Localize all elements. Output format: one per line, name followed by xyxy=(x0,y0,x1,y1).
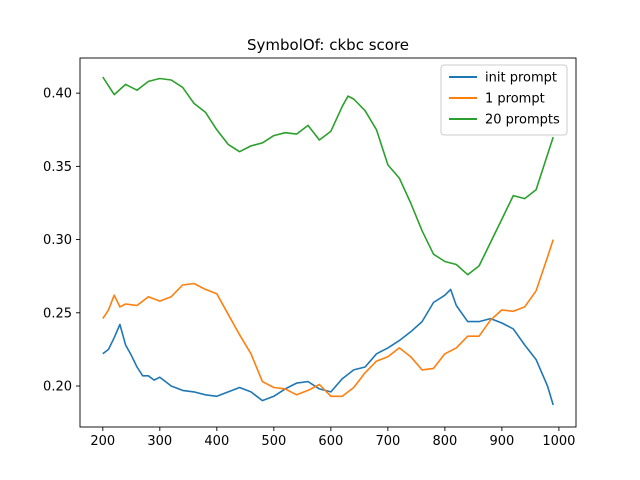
plot-frame xyxy=(79,57,577,428)
legend-label-0: init prompt xyxy=(485,71,557,86)
series-line-1 xyxy=(102,239,554,398)
series-line-0 xyxy=(102,288,554,406)
legend-box xyxy=(440,64,568,136)
legend-label-1: 1 prompt xyxy=(485,92,545,107)
y-tick-label: 0.35 xyxy=(43,160,72,175)
legend: init prompt 1 prompt 20 prompts xyxy=(440,64,568,136)
plot-area xyxy=(102,76,554,406)
y-tick-label: 0.20 xyxy=(43,380,72,395)
legend-label-2: 20 prompts xyxy=(485,113,560,128)
chart-title: SymbolOf: ckbc score xyxy=(247,36,409,54)
x-tick-label: 900 xyxy=(489,434,514,449)
x-tick-label: 1000 xyxy=(542,434,575,449)
x-tick-label: 300 xyxy=(147,434,172,449)
y-tick-label: 0.30 xyxy=(43,233,72,248)
x-tick-label: 700 xyxy=(375,434,400,449)
x-tick-label: 200 xyxy=(90,434,115,449)
x-tick-label: 800 xyxy=(432,434,457,449)
x-tick-label: 500 xyxy=(261,434,286,449)
series-line-2 xyxy=(102,76,554,276)
x-tick-label: 600 xyxy=(318,434,343,449)
x-tick-label: 400 xyxy=(204,434,229,449)
axes: 200 300 400 500 600 700 800 900 1000 0.20 0.25 0.30… xyxy=(43,57,577,449)
y-tick-label: 0.40 xyxy=(43,87,72,102)
y-tick-label: 0.25 xyxy=(43,306,72,321)
